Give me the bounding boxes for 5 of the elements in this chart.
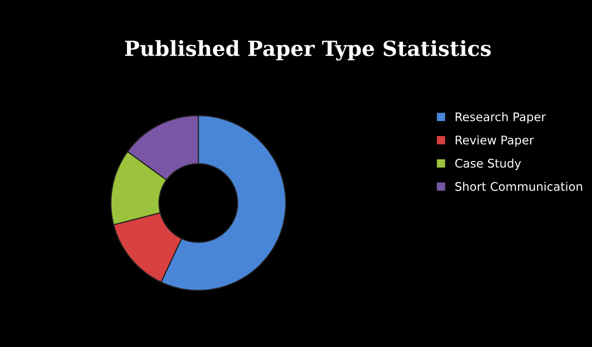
legend-label: Research Paper <box>456 112 546 124</box>
chart-title: Published Paper Type Statistics <box>125 40 491 61</box>
legend-label: Short Communication <box>455 182 582 191</box>
legend-label: Case Study <box>455 158 521 170</box>
legend-label: Review Paper <box>456 135 534 147</box>
